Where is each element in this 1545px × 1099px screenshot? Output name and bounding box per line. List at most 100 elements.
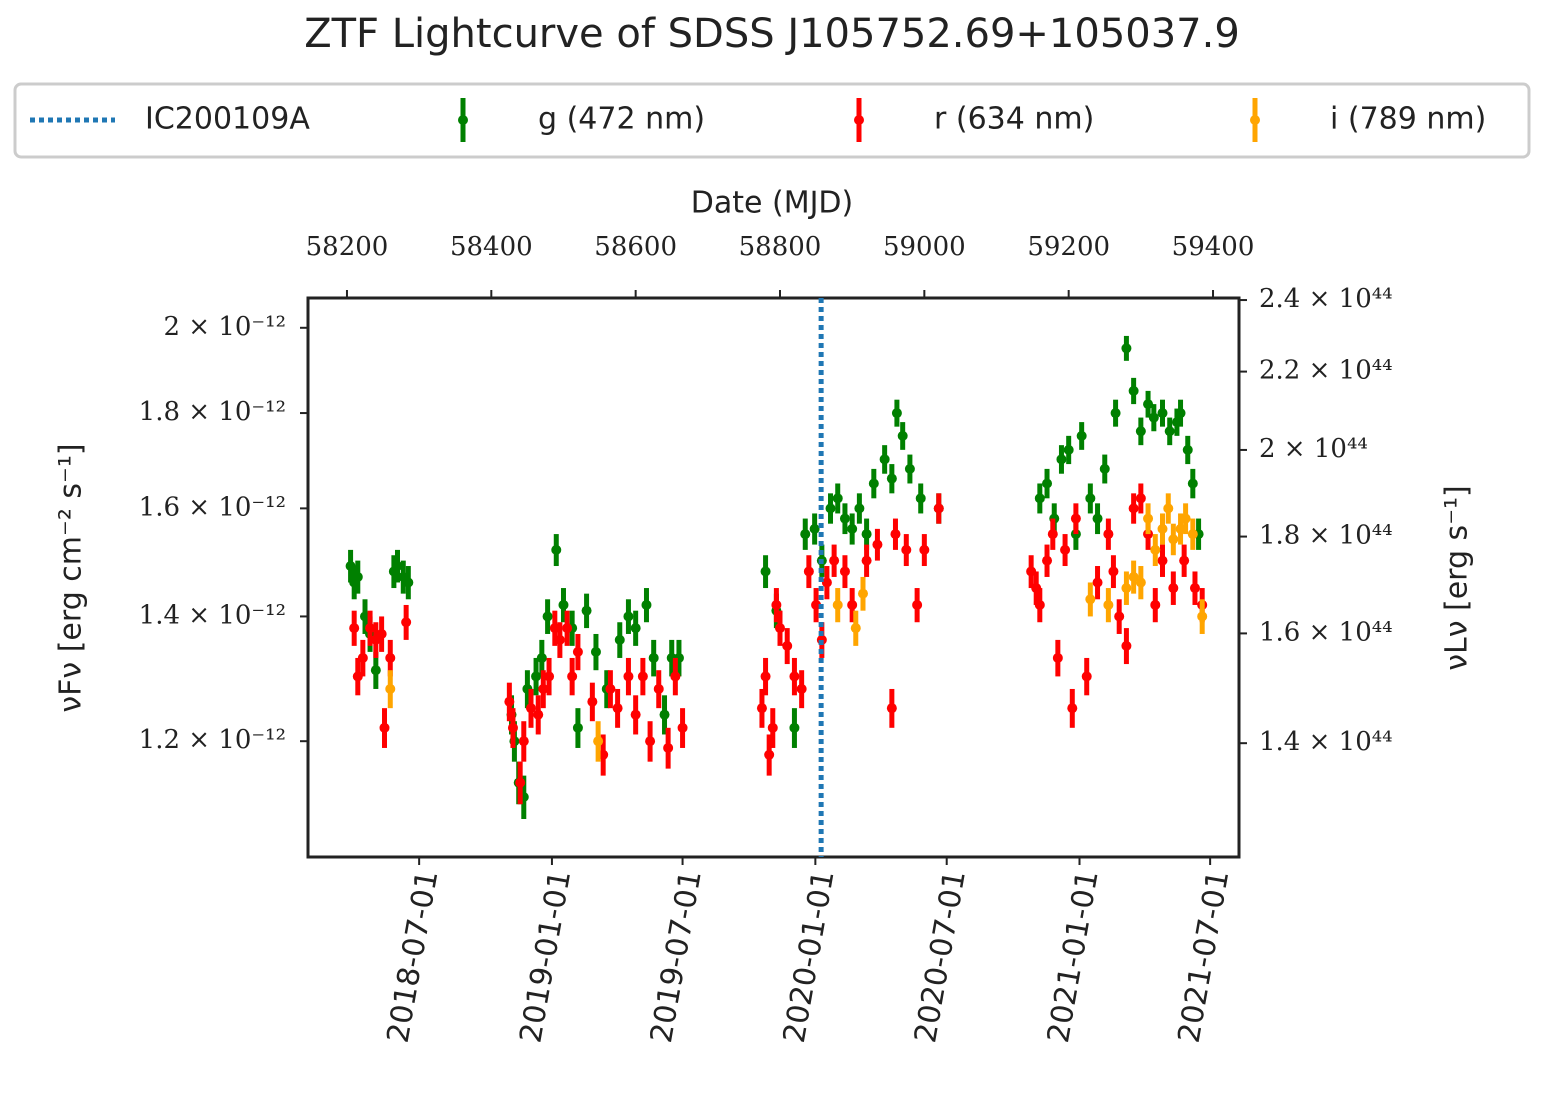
legend-label: r (634 nm) (934, 102, 1094, 137)
data-point (1187, 478, 1198, 489)
data-point (659, 709, 670, 720)
x-bottom-tick-label: 2021-01-01 (1041, 868, 1106, 1046)
x-bottom-tick-label: 2019-01-01 (513, 868, 578, 1046)
data-point (670, 671, 681, 682)
data-point (352, 571, 363, 582)
data-point (357, 652, 368, 663)
data-point (904, 463, 915, 474)
data-point (542, 611, 553, 622)
data-point (1108, 566, 1119, 577)
data-point (349, 623, 360, 634)
data-point (648, 652, 659, 663)
data-point (623, 671, 634, 682)
data-point (760, 671, 771, 682)
data-point (518, 736, 529, 747)
data-point (789, 722, 800, 733)
data-point (879, 454, 890, 465)
data-point (1143, 399, 1154, 410)
data-point (1175, 408, 1186, 419)
data-point (829, 555, 840, 566)
data-point (504, 696, 515, 707)
data-point (1180, 513, 1191, 524)
y-tick-label: 1.4 × 10⁻¹² (139, 600, 286, 630)
legend-marker (1250, 115, 1260, 125)
data-point (760, 566, 771, 577)
data-point (1063, 444, 1074, 455)
data-point (832, 493, 843, 504)
data-point (663, 742, 674, 753)
data-point (1175, 523, 1186, 534)
data-point (767, 722, 778, 733)
y-axis-title: νFν [erg cm⁻² s⁻¹] (54, 443, 89, 712)
data-point (861, 529, 872, 540)
data-point (891, 408, 902, 419)
data-point (1103, 599, 1114, 610)
data-point (868, 478, 879, 489)
legend-label: i (789 nm) (1330, 102, 1486, 137)
data-point (637, 671, 648, 682)
data-point (645, 736, 656, 747)
data-point (526, 703, 537, 714)
data-point (379, 722, 390, 733)
data-point (915, 493, 926, 504)
data-point (593, 736, 604, 747)
data-point (1103, 529, 1114, 540)
data-point (1135, 577, 1146, 588)
y2-tick-label: 1.6 × 10⁴⁴ (1259, 617, 1393, 647)
x-top-tick-label: 59400 (1172, 232, 1255, 262)
data-point (641, 599, 652, 610)
data-point (1197, 611, 1208, 622)
data-point (764, 749, 775, 760)
data-point (811, 599, 822, 610)
data-point (1070, 513, 1081, 524)
data-point (515, 777, 526, 788)
data-point (554, 634, 565, 645)
data-point (1182, 444, 1193, 455)
chart-title: ZTF Lightcurve of SDSS J105752.69+105037… (304, 11, 1240, 57)
y2-tick-label: 1.4 × 10⁴⁴ (1259, 727, 1393, 757)
data-point (1052, 652, 1063, 663)
data-point (1092, 513, 1103, 524)
data-point (1128, 503, 1139, 514)
legend-box (13, 82, 1531, 159)
data-point (854, 503, 865, 514)
y2-tick-label: 1.8 × 10⁴⁴ (1259, 521, 1393, 551)
data-point (1121, 583, 1132, 594)
data-point (536, 652, 547, 663)
data-point (1076, 430, 1087, 441)
data-point (1099, 463, 1110, 474)
data-point (1135, 493, 1146, 504)
data-point (1085, 594, 1096, 605)
data-point (401, 617, 412, 628)
data-point (897, 430, 908, 441)
data-point (630, 709, 641, 720)
data-point (839, 566, 850, 577)
data-point (1081, 671, 1092, 682)
data-point (756, 703, 767, 714)
data-point (1042, 555, 1053, 566)
x-bottom-tick-label: 2018-07-01 (381, 868, 446, 1046)
data-point (1034, 493, 1045, 504)
data-point (1047, 529, 1058, 540)
data-point (376, 628, 387, 639)
data-point (832, 599, 843, 610)
data-point (847, 599, 858, 610)
data-point (782, 640, 793, 651)
data-point (352, 671, 363, 682)
data-point (933, 503, 944, 514)
x-axis-title: Date (MJD) (691, 186, 853, 221)
data-point (1150, 544, 1161, 555)
data-point (507, 722, 518, 733)
data-point (567, 671, 578, 682)
data-point (1121, 343, 1132, 354)
y-tick-label: 1.6 × 10⁻¹² (139, 492, 286, 522)
data-point (839, 513, 850, 524)
x-bottom-tick-label: 2020-07-01 (908, 868, 973, 1046)
data-point (890, 529, 901, 540)
data-point (919, 544, 930, 555)
data-point (1128, 571, 1139, 582)
data-point (544, 671, 555, 682)
x-top-tick-label: 58400 (450, 232, 533, 262)
x-bottom-tick-label: 2021-07-01 (1172, 868, 1237, 1046)
data-point (912, 599, 923, 610)
